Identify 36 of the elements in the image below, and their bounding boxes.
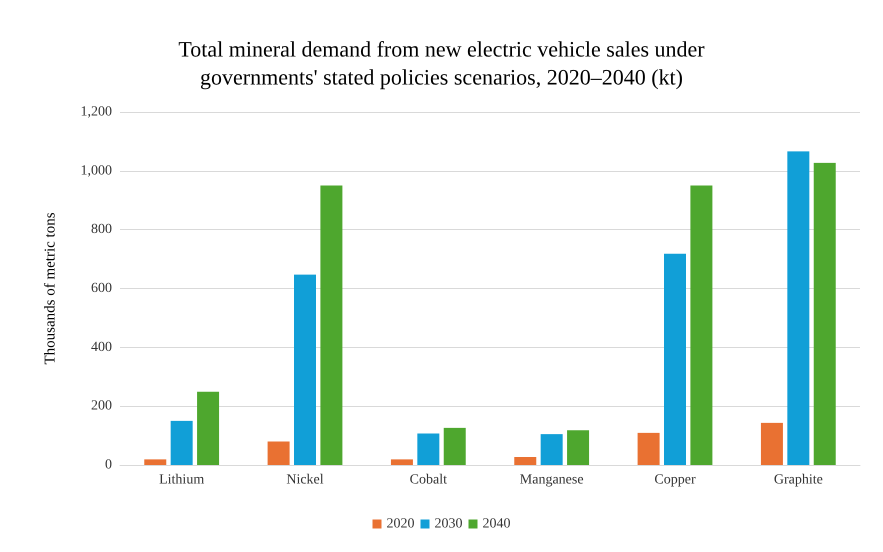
x-tick-label: Manganese [520,472,584,488]
bar [390,459,413,465]
bar [444,428,466,465]
bar [294,274,316,465]
y-tick-label: 1,000 [80,163,112,178]
x-tick-label: Cobalt [410,472,448,488]
y-tick-label: 800 [91,222,112,238]
bar [417,434,440,465]
y-tick-label: 400 [91,340,112,355]
legend-label: 2030 [434,516,462,532]
bar [787,151,810,465]
y-axis-title: Thousands of metric tons [42,212,58,365]
y-tick-label: 200 [91,398,112,414]
bar [170,420,193,465]
bar [268,441,290,465]
y-tick-label: 0 [105,458,112,472]
x-tick-label: Nickel [286,472,324,488]
y-tick-label: 1,200 [80,104,112,120]
bar [144,459,166,465]
chart-title: Total mineral demand from new electric vehicle sales under governments' stated policies scenarios, 2020–2040 (kt) [178,36,706,90]
bar [514,457,536,465]
bar [690,186,712,465]
bar [814,162,836,465]
bar [567,430,590,465]
bar [638,432,660,465]
legend-label: 2040 [482,516,510,532]
bar [540,434,563,465]
x-tick-label: Lithium [159,472,204,488]
x-tick-label: Graphite [774,472,823,488]
y-tick-label: 600 [91,281,112,296]
x-tick-label: Copper [654,472,696,488]
legend-label: 2020 [386,516,414,532]
bar [760,422,783,465]
bar [320,186,342,465]
bar [197,392,220,465]
bar [664,254,686,465]
